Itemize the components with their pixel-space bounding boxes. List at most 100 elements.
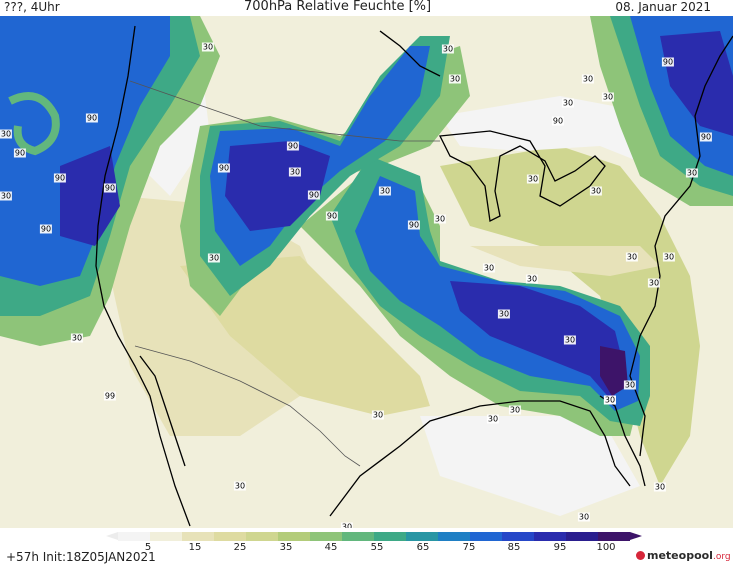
colorbar-segment	[470, 532, 502, 541]
contour-label: 30	[526, 174, 540, 184]
contour-label: 30	[563, 335, 577, 345]
init-info: +57h Init:18Z05JAN2021	[6, 550, 156, 564]
contour-label: 30	[433, 214, 447, 224]
colorbar-segment	[246, 532, 278, 541]
colorbar-segment	[534, 532, 566, 541]
humidity-map: 90 30 30 30 30 90 90 90 90 90 90 90 90 90 90 90 90 30 30 30…	[0, 16, 733, 528]
contour-label: 30	[589, 186, 603, 196]
contour-label: 30	[623, 380, 637, 390]
contour-label: 30	[486, 414, 500, 424]
colorbar-tick: 45	[324, 542, 338, 553]
contour-label: 90	[407, 220, 421, 230]
contour-label: 90	[286, 141, 300, 151]
core-purple-north	[225, 141, 330, 231]
logo-name: meteopool	[647, 549, 713, 562]
colorbar-segment	[118, 532, 150, 541]
colorbar-segment	[182, 532, 214, 541]
pacific-swirl	[8, 92, 60, 156]
colorbar-tick: 75	[462, 542, 476, 553]
contour-label: 30	[207, 253, 221, 263]
contour-label: 90	[85, 113, 99, 123]
contour-label: 30	[441, 44, 455, 54]
core-purple-ne	[660, 31, 733, 136]
core-deep-fl	[600, 346, 628, 396]
contour-label: 30	[653, 482, 667, 492]
contour-label: 90	[551, 116, 565, 126]
contour-label: 30	[561, 98, 575, 108]
colorbar-segment	[310, 532, 342, 541]
baja-coast	[139, 355, 186, 467]
colorbar	[106, 532, 642, 541]
canada-us-border	[129, 80, 440, 142]
contour-label: 30	[497, 309, 511, 319]
contour-label: 30	[662, 252, 676, 262]
colorbar-ticks: 5 15 25 35 45 55 65 75 85 95 100	[118, 542, 630, 554]
logo-domain: .org	[712, 552, 731, 562]
colorbar-segment	[374, 532, 406, 541]
core-purple-west	[60, 146, 120, 246]
contour-label: 30	[0, 191, 13, 201]
field-olive	[180, 256, 430, 416]
colorbar-tick: 95	[553, 542, 567, 553]
contour-label: 90	[53, 173, 67, 183]
colorbar-segment	[598, 532, 630, 541]
logo-dot-icon	[636, 551, 645, 560]
meteopool-logo: meteopool.org	[636, 549, 731, 562]
contour-label: 90	[39, 224, 53, 234]
contour-label: 30	[340, 522, 354, 528]
contour-label: 90	[217, 163, 231, 173]
core-purple-south	[450, 281, 625, 401]
field-white-south	[420, 416, 640, 516]
contour-label: 99	[103, 391, 117, 401]
colorbar-low-arrow	[106, 532, 118, 540]
band-blue-nw	[0, 16, 170, 286]
gulf-coast	[329, 400, 631, 517]
contour-label: 90	[103, 183, 117, 193]
colorbar-segment	[342, 532, 374, 541]
contour-label: 90	[325, 211, 339, 221]
great-lakes	[438, 130, 606, 222]
contour-label: 30	[448, 74, 462, 84]
colorbar-segment	[150, 532, 182, 541]
field-yellow-band	[470, 246, 660, 276]
colorbar-tick: 85	[507, 542, 521, 553]
colorbar-tick: 100	[596, 542, 616, 553]
contour-label: 30	[601, 92, 615, 102]
colorbar-segment	[502, 532, 534, 541]
contour-label: 30	[371, 410, 385, 420]
init-time: Init:18Z05JAN2021	[42, 550, 156, 564]
contour-label: 90	[699, 132, 713, 142]
colorbar-tick: 5	[144, 542, 152, 553]
contour-label: 90	[13, 148, 27, 158]
contour-label: 30	[201, 42, 215, 52]
run-label: ???, 4Uhr	[4, 0, 60, 14]
contour-label: 30	[647, 278, 661, 288]
contour-label: 30	[233, 481, 247, 491]
contour-label: 30	[0, 129, 13, 139]
map-svg	[0, 16, 733, 528]
contour-label: 90	[307, 190, 321, 200]
colorbar-segment	[406, 532, 438, 541]
contour-label: 30	[685, 168, 699, 178]
colorbar-segment	[278, 532, 310, 541]
contour-label: 30	[378, 186, 392, 196]
contour-label: 30	[525, 274, 539, 284]
colorbar-segment	[214, 532, 246, 541]
contour-label: 30	[70, 333, 84, 343]
colorbar-segment	[438, 532, 470, 541]
colorbar-segment	[566, 532, 598, 541]
page-title: 700hPa Relative Feuchte [%]	[244, 0, 432, 14]
valid-date: 08. Januar 2021	[615, 0, 711, 14]
lead-time: +57h	[6, 550, 39, 564]
colorbar-tick: 15	[188, 542, 202, 553]
field-white-northeast	[440, 96, 650, 166]
colorbar-tick: 65	[416, 542, 430, 553]
contour-label: 30	[577, 512, 591, 522]
east-coast	[629, 35, 733, 457]
contour-label: 30	[603, 395, 617, 405]
contour-label: 30	[288, 167, 302, 177]
colorbar-tick: 35	[279, 542, 293, 553]
contour-label: 30	[508, 405, 522, 415]
colorbar-high-arrow	[630, 532, 642, 540]
colorbar-tick: 25	[233, 542, 247, 553]
